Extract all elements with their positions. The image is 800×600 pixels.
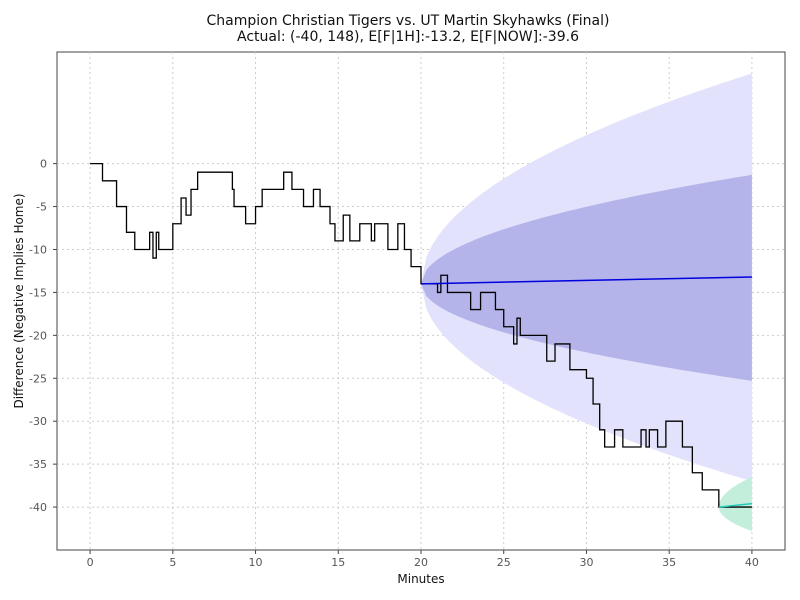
y-tick-label: -20: [29, 329, 47, 342]
projection-bands: [421, 73, 752, 532]
y-tick-label: -5: [36, 201, 47, 214]
y-tick-label: -10: [29, 243, 47, 256]
series-lines: [90, 162, 752, 508]
y-tick-label: -40: [29, 501, 47, 514]
y-axis-label: Difference (Negative Implies Home): [12, 193, 26, 408]
x-axis-label: Minutes: [397, 572, 444, 586]
y-tick-label: 0: [40, 158, 47, 171]
x-tick-label: 20: [414, 556, 428, 569]
chart-subtitle: Actual: (-40, 148), E[F|1H]:-13.2, E[F|N…: [237, 29, 579, 45]
axes: 0 5 10 15 20 25 30 35 40 0 -5 -10 -15 -20 -25 -30 -35 -40: [29, 158, 759, 569]
now-band: [718, 477, 752, 532]
now-projection-line: [718, 502, 752, 508]
chart-title: Champion Christian Tigers vs. UT Martin …: [207, 13, 610, 29]
x-tick-label: 25: [497, 556, 511, 569]
y-tick-label: -15: [29, 286, 47, 299]
y-tick-label: -25: [29, 372, 47, 385]
x-tick-label: 10: [249, 556, 263, 569]
x-tick-label: 35: [662, 556, 676, 569]
halftime-inner-band: [421, 174, 752, 381]
x-tick-label: 30: [579, 556, 593, 569]
y-tick-label: -35: [29, 458, 47, 471]
actual-score-line: [90, 162, 752, 508]
x-tick-label: 0: [87, 556, 94, 569]
x-tick-label: 5: [169, 556, 176, 569]
y-tick-label: -30: [29, 415, 47, 428]
halftime-projection-line: [420, 276, 752, 285]
x-tick-label: 40: [745, 556, 759, 569]
x-tick-label: 15: [331, 556, 345, 569]
